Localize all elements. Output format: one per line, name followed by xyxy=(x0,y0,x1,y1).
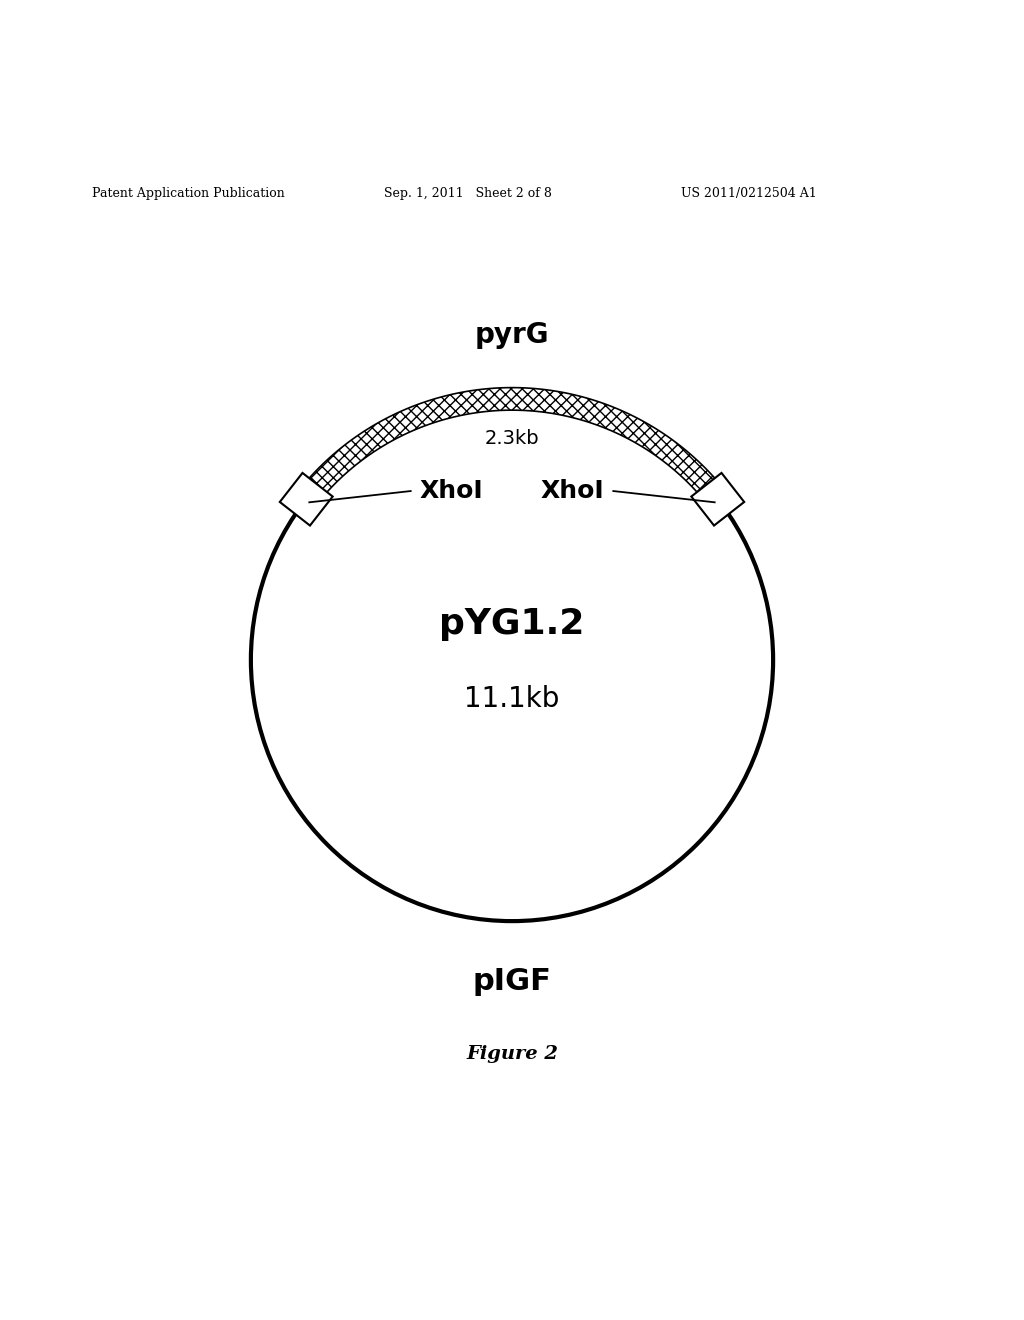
Text: 11.1kb: 11.1kb xyxy=(464,685,560,713)
Text: 2.3kb: 2.3kb xyxy=(484,429,540,447)
Text: US 2011/0212504 A1: US 2011/0212504 A1 xyxy=(681,187,817,199)
Text: XhoI: XhoI xyxy=(541,479,604,503)
Polygon shape xyxy=(297,388,727,506)
Text: Figure 2: Figure 2 xyxy=(466,1045,558,1063)
Text: pYG1.2: pYG1.2 xyxy=(439,607,585,642)
Text: XhoI: XhoI xyxy=(420,479,483,503)
Text: pyrG: pyrG xyxy=(475,321,549,348)
Text: Patent Application Publication: Patent Application Publication xyxy=(92,187,285,199)
Text: Sep. 1, 2011   Sheet 2 of 8: Sep. 1, 2011 Sheet 2 of 8 xyxy=(384,187,552,199)
Text: pIGF: pIGF xyxy=(472,968,552,997)
Polygon shape xyxy=(280,473,333,525)
Polygon shape xyxy=(691,473,744,525)
